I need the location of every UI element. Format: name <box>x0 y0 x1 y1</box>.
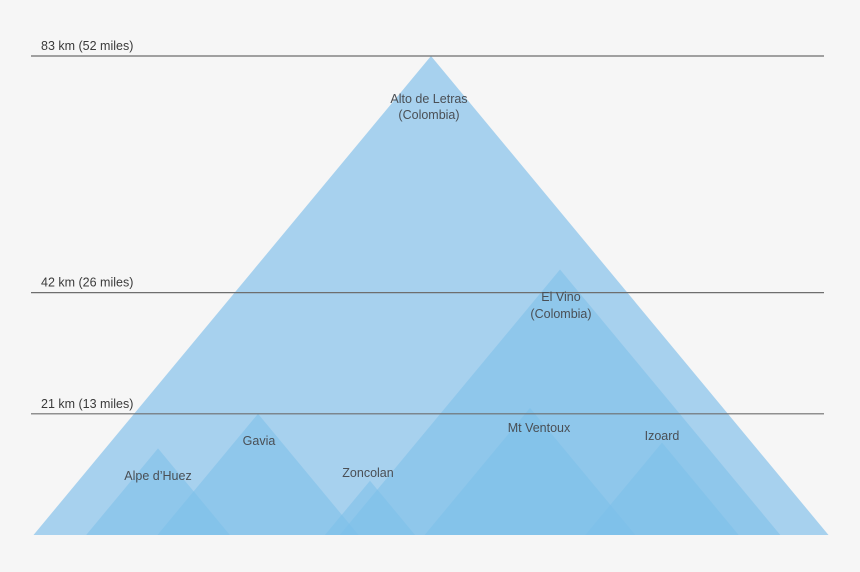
climb-label-mt-ventoux: Mt Ventoux <box>508 421 571 435</box>
climb-triangles <box>33 56 829 535</box>
climb-label-zoncolan: Zoncolan <box>342 466 393 480</box>
reference-label-83km: 83 km (52 miles) <box>41 39 133 53</box>
triangle-gavia <box>157 413 359 535</box>
reference-label-21km: 21 km (13 miles) <box>41 397 133 411</box>
climb-label-gavia: Gavia <box>243 434 276 448</box>
climb-label-alto-de-letras: Alto de Letras <box>390 92 467 106</box>
reference-lines: 83 km (52 miles) 42 km (26 miles) 21 km (1… <box>31 39 824 415</box>
triangle-mt-ventoux <box>424 408 636 535</box>
climb-sublabel-el-vino: (Colombia) <box>530 307 591 321</box>
climb-label-izoard: Izoard <box>645 429 680 443</box>
climb-label-alpe-d-huez: Alpe d’Huez <box>124 469 191 483</box>
triangle-alpe-d-huez <box>86 448 230 535</box>
triangle-zoncolan <box>324 480 416 535</box>
climb-label-el-vino: El Vino <box>541 290 580 304</box>
climb-labels: Alto de Letras (Colombia) El Vino (Colombia… <box>124 92 679 483</box>
reference-label-42km: 42 km (26 miles) <box>41 276 133 290</box>
climb-sublabel-alto-de-letras: (Colombia) <box>398 108 459 122</box>
triangle-izoard <box>585 442 739 535</box>
